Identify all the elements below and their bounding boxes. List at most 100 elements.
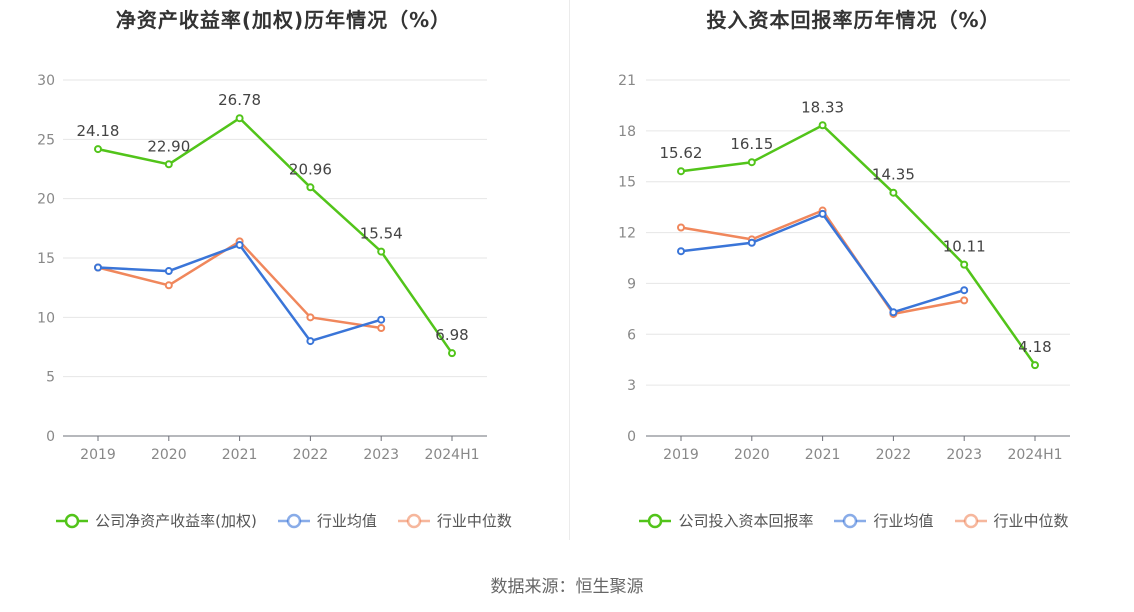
legend-marker-icon <box>56 513 89 528</box>
x-tick-label: 2019 <box>80 447 116 463</box>
roe-chart-panel: 净资产收益率(加权)历年情况（%） 0 5 10 15 20 25 30 2019 2020 20… <box>0 0 567 560</box>
data-point[interactable] <box>377 247 386 256</box>
data-point[interactable] <box>94 263 102 272</box>
x-tick-label: 2021 <box>805 447 841 463</box>
data-label: 15.54 <box>360 225 403 243</box>
y-tick-label: 0 <box>627 429 636 445</box>
legend-marker-icon <box>397 513 430 528</box>
data-point[interactable] <box>960 260 969 269</box>
data-point[interactable] <box>818 121 827 130</box>
x-tick-label: 2024H1 <box>424 447 479 463</box>
data-label: 24.18 <box>77 122 120 140</box>
y-tick-label: 15 <box>37 251 55 267</box>
data-point[interactable] <box>889 308 898 317</box>
panel-divider <box>569 0 570 540</box>
data-point[interactable] <box>960 296 969 305</box>
y-tick-label: 25 <box>37 132 55 148</box>
data-label: 26.78 <box>218 91 261 109</box>
data-point[interactable] <box>164 160 173 169</box>
legend-marker-icon <box>277 513 310 528</box>
y-tick-label: 3 <box>627 378 636 394</box>
y-tick-label: 10 <box>37 310 55 326</box>
chart-title: 投入资本回报率历年情况（%） <box>706 8 1001 32</box>
data-point[interactable] <box>1031 361 1039 370</box>
data-point[interactable] <box>377 315 386 324</box>
data-point[interactable] <box>164 281 173 290</box>
y-tick-label: 18 <box>618 124 636 140</box>
data-point[interactable] <box>677 167 685 176</box>
data-point[interactable] <box>448 349 456 358</box>
data-point[interactable] <box>164 267 173 276</box>
chart-title: 净资产收益率(加权)历年情况（%） <box>115 8 452 32</box>
series-line <box>97 240 382 330</box>
x-tick-label: 2020 <box>734 447 770 463</box>
data-point[interactable] <box>747 158 756 167</box>
legend: 公司投入资本回报率 行业均值 行业中位数 <box>570 510 1134 531</box>
data-point[interactable] <box>818 209 827 218</box>
legend-label: 行业中位数 <box>436 512 512 530</box>
legend-marker-icon <box>954 513 987 528</box>
legend-item[interactable]: 行业中位数 <box>954 510 1069 531</box>
y-tick-label: 20 <box>37 192 55 208</box>
legend-item[interactable]: 公司净资产收益率(加权) <box>55 510 257 531</box>
y-tick-label: 15 <box>618 175 636 191</box>
legend-item[interactable]: 行业均值 <box>277 510 377 531</box>
legend-label: 行业均值 <box>873 512 934 530</box>
x-tick-label: 2023 <box>363 447 399 463</box>
x-tick-label: 2022 <box>876 447 912 463</box>
roic-chart-panel: 投入资本回报率历年情况（%） 0 3 6 9 12 15 18 21 2019 2020 2021 2… <box>570 0 1134 560</box>
data-label: 6.98 <box>435 326 468 344</box>
data-label: 4.18 <box>1018 338 1051 356</box>
legend-label: 公司净资产收益率(加权) <box>95 512 257 530</box>
legend: 公司净资产收益率(加权) 行业均值 行业中位数 <box>0 510 567 531</box>
y-tick-label: 5 <box>46 370 55 386</box>
y-tick-label: 12 <box>618 226 636 242</box>
data-point[interactable] <box>677 247 685 256</box>
data-point[interactable] <box>960 286 969 295</box>
legend-label: 公司投入资本回报率 <box>678 512 814 530</box>
roe-plot: 0 5 10 15 20 25 30 2019 2020 2021 2022 2023 2024H1 24… <box>37 73 487 463</box>
legend-label: 行业中位数 <box>993 512 1069 530</box>
data-point[interactable] <box>889 188 898 197</box>
data-point[interactable] <box>235 114 244 123</box>
data-point[interactable] <box>235 240 244 249</box>
legend-marker-icon <box>639 513 672 528</box>
x-tick-label: 2020 <box>151 447 187 463</box>
series-line <box>680 212 965 314</box>
y-tick-label: 0 <box>46 429 55 445</box>
legend-item[interactable]: 行业均值 <box>833 510 934 531</box>
x-tick-label: 2023 <box>946 447 982 463</box>
data-label: 15.62 <box>660 144 703 162</box>
series-line <box>97 116 454 354</box>
series-line <box>680 209 965 316</box>
legend-item[interactable]: 公司投入资本回报率 <box>638 510 813 531</box>
x-tick-label: 2019 <box>663 447 699 463</box>
y-tick-label: 9 <box>627 276 636 292</box>
series-line <box>680 124 1037 366</box>
data-label: 22.90 <box>147 137 190 155</box>
data-source-note: 数据来源：恒生聚源 <box>490 577 644 597</box>
roic-plot: 0 3 6 9 12 15 18 21 2019 2020 2021 2022 2023 2024H1 15… <box>618 73 1070 463</box>
legend-marker-icon <box>834 513 867 528</box>
data-label: 18.33 <box>801 98 844 116</box>
data-label: 20.96 <box>289 160 332 178</box>
data-point[interactable] <box>306 183 315 192</box>
data-point[interactable] <box>677 223 685 232</box>
data-point[interactable] <box>306 337 315 346</box>
data-point[interactable] <box>747 238 756 247</box>
data-point[interactable] <box>306 313 315 322</box>
y-tick-label: 21 <box>618 73 636 89</box>
x-tick-label: 2021 <box>222 447 258 463</box>
legend-item[interactable]: 行业中位数 <box>397 510 512 531</box>
data-label: 10.11 <box>943 238 986 256</box>
y-tick-label: 6 <box>627 327 636 343</box>
x-tick-label: 2024H1 <box>1007 447 1062 463</box>
data-label: 14.35 <box>872 166 915 184</box>
data-point[interactable] <box>94 145 102 154</box>
y-tick-label: 30 <box>37 73 55 89</box>
legend-label: 行业均值 <box>316 512 377 530</box>
x-tick-label: 2022 <box>293 447 329 463</box>
data-point[interactable] <box>377 324 386 333</box>
data-label: 16.15 <box>730 135 773 153</box>
series-line <box>97 243 382 343</box>
